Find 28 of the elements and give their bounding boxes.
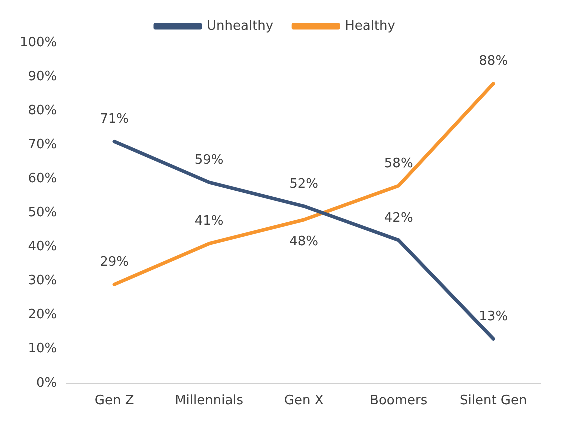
y-tick-label: 0% [36, 376, 58, 391]
y-tick-label: 80% [28, 103, 58, 118]
y-tick-label: 100% [20, 35, 58, 50]
x-tick-label: Silent Gen [460, 394, 528, 409]
y-tick-label: 20% [28, 308, 58, 323]
y-tick-label: 70% [28, 137, 58, 152]
y-tick-label: 90% [28, 69, 58, 84]
legend-label: Unhealthy [207, 18, 274, 34]
y-tick-label: 10% [28, 342, 58, 357]
x-tick-label: Gen Z [94, 394, 134, 409]
data-label: 13% [479, 310, 508, 325]
x-tick-label: Boomers [370, 394, 428, 409]
data-label: 42% [384, 210, 414, 226]
data-label: 59% [194, 152, 224, 168]
data-label: 48% [290, 234, 319, 250]
data-label: 41% [194, 214, 224, 230]
legend-label: Healthy [345, 18, 396, 34]
data-label: 88% [479, 54, 508, 70]
data-label: 58% [384, 156, 414, 172]
data-label: 52% [290, 176, 319, 192]
y-tick-label: 60% [28, 172, 58, 187]
x-tick-label: Millennials [175, 394, 244, 409]
y-tick-label: 40% [28, 240, 58, 255]
data-label: 29% [100, 255, 129, 270]
x-tick-label: Gen X [284, 394, 324, 409]
data-label: 71% [100, 112, 129, 128]
y-tick-label: 50% [28, 206, 58, 221]
y-tick-label: 30% [28, 274, 58, 289]
